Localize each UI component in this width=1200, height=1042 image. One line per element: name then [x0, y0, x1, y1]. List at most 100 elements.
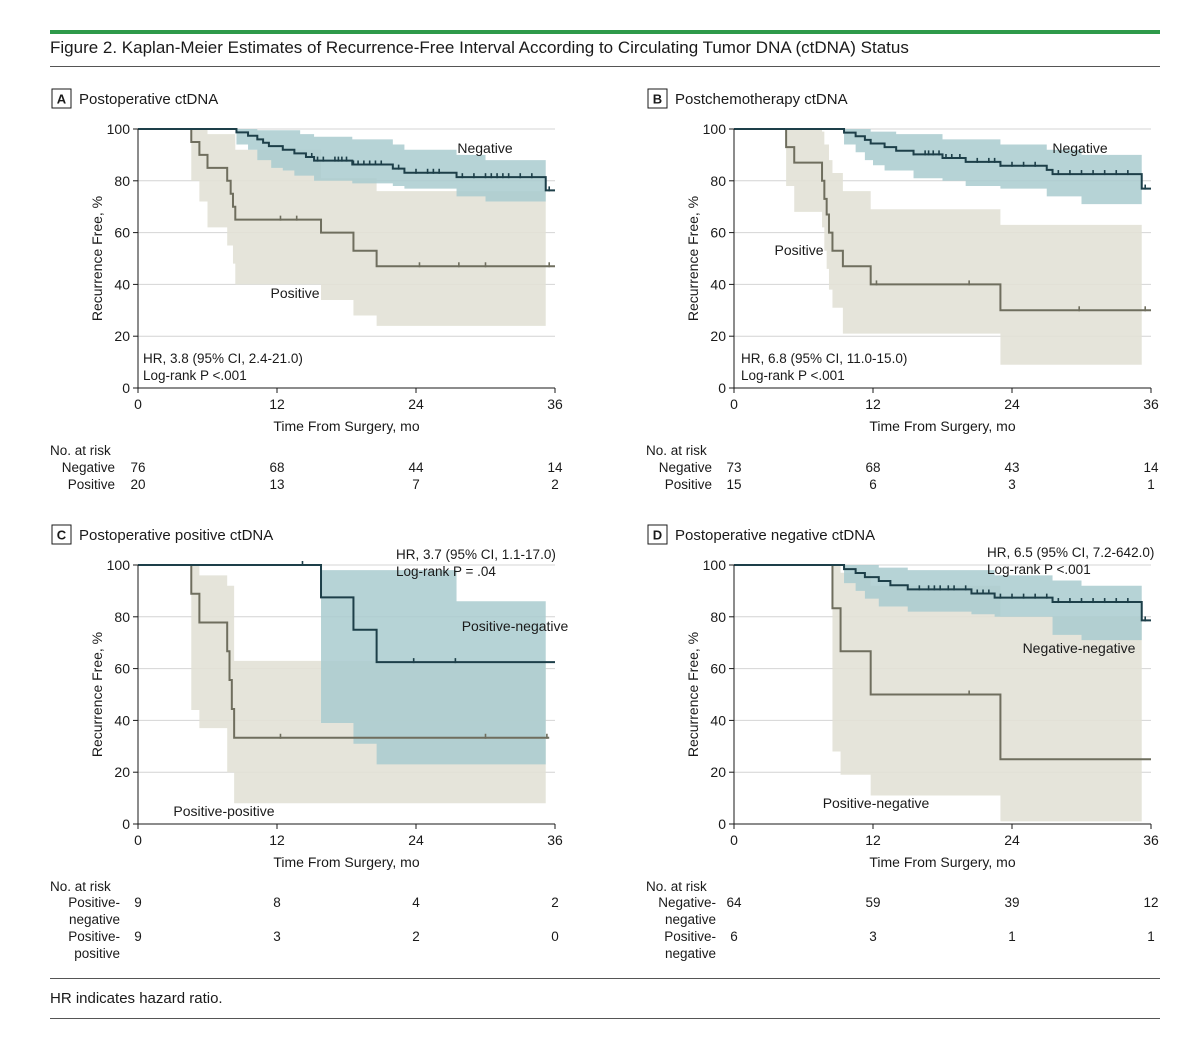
y-tick-label: 0: [718, 380, 726, 396]
x-tick-label: 24: [1004, 832, 1020, 848]
y-axis-label: Recurrence Free, %: [89, 196, 105, 321]
panel-tag-box: [51, 88, 72, 109]
km-curve-negative: [138, 128, 555, 192]
y-axis-label: Recurrence Free, %: [685, 196, 701, 321]
ci-band-positive: [734, 129, 1142, 365]
y-tick-label: 20: [114, 764, 130, 780]
risk-value: 12: [1143, 895, 1158, 910]
risk-value: 3: [1008, 477, 1016, 492]
footnote-rule-top: [50, 978, 1160, 979]
series-label: Positive-positive: [173, 803, 274, 819]
panel-tag-box: [647, 88, 668, 109]
panel-tag-letter: A: [57, 92, 67, 107]
x-tick-label: 12: [269, 396, 285, 412]
series-label: Positive: [270, 285, 319, 301]
y-tick-label: 0: [718, 816, 726, 832]
risk-row-name: positive: [74, 946, 120, 961]
risk-value: 0: [551, 929, 559, 944]
y-tick-label: 40: [114, 276, 130, 292]
x-axis-label: Time From Surgery, mo: [273, 418, 419, 434]
y-tick-label: 40: [114, 712, 130, 728]
risk-value: 73: [726, 460, 741, 475]
x-tick-label: 24: [408, 832, 424, 848]
footnote: HR indicates hazard ratio.: [50, 990, 223, 1007]
series-label: Positive-negative: [462, 618, 569, 634]
risk-value: 2: [551, 895, 559, 910]
stats-line: Log-rank P <.001: [143, 368, 247, 383]
risk-table-header: No. at risk: [646, 443, 707, 458]
risk-value: 3: [869, 929, 877, 944]
risk-row-name: Positive-: [68, 895, 120, 910]
x-tick-label: 0: [730, 396, 738, 412]
km-curve-positive-negative: [138, 564, 555, 664]
risk-value: 13: [269, 477, 284, 492]
risk-value: 68: [865, 460, 880, 475]
ci-band-negative: [138, 129, 546, 233]
x-tick-label: 36: [1143, 832, 1159, 848]
km-curve-positive: [734, 128, 1151, 312]
risk-row-name: Negative: [62, 460, 115, 475]
x-tick-label: 36: [547, 832, 563, 848]
y-tick-label: 100: [107, 557, 131, 573]
risk-value: 44: [408, 460, 424, 475]
risk-value: 68: [269, 460, 284, 475]
figure-title: Figure 2. Kaplan-Meier Estimates of Recu…: [50, 38, 909, 57]
y-tick-label: 0: [122, 380, 130, 396]
risk-row-name: Positive: [665, 477, 712, 492]
risk-value: 2: [412, 929, 420, 944]
risk-value: 14: [547, 460, 563, 475]
risk-value: 20: [130, 477, 145, 492]
panel-tag-letter: C: [57, 528, 67, 543]
risk-value: 2: [551, 477, 559, 492]
y-axis-label: Recurrence Free, %: [89, 632, 105, 757]
y-tick-label: 100: [703, 121, 727, 137]
series-label: Negative: [457, 140, 512, 156]
x-axis-label: Time From Surgery, mo: [869, 418, 1015, 434]
risk-table-header: No. at risk: [646, 879, 707, 894]
stats-line: Log-rank P = .04: [396, 564, 496, 579]
accent-bar: [50, 30, 1160, 34]
risk-value: 76: [130, 460, 145, 475]
risk-row-name: negative: [69, 912, 120, 927]
y-tick-label: 20: [114, 328, 130, 344]
risk-value: 3: [273, 929, 281, 944]
y-tick-label: 20: [710, 764, 726, 780]
risk-value: 6: [869, 477, 877, 492]
risk-value: 4: [412, 895, 420, 910]
risk-value: 1: [1008, 929, 1016, 944]
risk-row-name: Positive-: [68, 929, 120, 944]
risk-value: 64: [726, 895, 742, 910]
y-tick-label: 80: [710, 609, 726, 625]
risk-row-name: Negative: [659, 460, 712, 475]
risk-value: 39: [1004, 895, 1019, 910]
risk-row-name: Positive: [68, 477, 115, 492]
y-tick-label: 60: [710, 225, 726, 241]
panel-c: C Postoperative positive ctDNA02040608010…: [50, 524, 569, 961]
ci-band-positive-negative: [138, 565, 546, 765]
y-tick-label: 40: [710, 276, 726, 292]
x-tick-label: 12: [865, 832, 881, 848]
km-curve-positive: [138, 128, 555, 268]
risk-row-name: negative: [665, 912, 716, 927]
risk-value: 8: [273, 895, 281, 910]
km-curve-positive-negative: [734, 564, 1151, 761]
ci-band-negative: [734, 129, 1142, 233]
x-tick-label: 0: [134, 832, 142, 848]
y-axis-label: Recurrence Free, %: [685, 632, 701, 757]
stats-line: HR, 3.7 (95% CI, 1.1-17.0): [396, 547, 556, 562]
ci-band-positive-negative: [734, 565, 1142, 822]
km-curve-negative-negative: [734, 564, 1151, 622]
stats-line: HR, 3.8 (95% CI, 2.4-21.0): [143, 351, 303, 366]
risk-value: 1: [1147, 477, 1155, 492]
y-tick-label: 80: [710, 173, 726, 189]
panel-d: D Postoperative negative ctDNA02040608010…: [646, 524, 1159, 961]
y-tick-label: 60: [114, 661, 130, 677]
x-axis-label: Time From Surgery, mo: [869, 854, 1015, 870]
ci-band-negative-negative: [734, 565, 1142, 669]
y-tick-label: 60: [710, 661, 726, 677]
x-tick-label: 24: [1004, 396, 1020, 412]
series-label: Positive: [774, 242, 823, 258]
panel-title: Postoperative ctDNA: [79, 91, 218, 108]
panel-title: Postoperative positive ctDNA: [79, 527, 273, 544]
risk-value: 14: [1143, 460, 1159, 475]
